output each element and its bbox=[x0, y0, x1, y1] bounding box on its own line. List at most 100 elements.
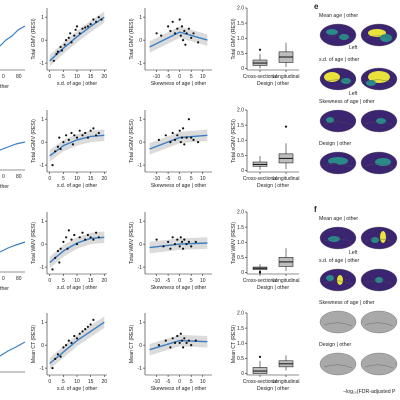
cropped-xlabel: ther bbox=[0, 84, 9, 90]
data-point bbox=[95, 134, 98, 137]
x-axis-label: Design | other bbox=[257, 285, 289, 291]
data-point bbox=[81, 134, 84, 137]
x-tick-label: -10 bbox=[153, 278, 160, 284]
data-point bbox=[162, 245, 165, 248]
data-point bbox=[180, 240, 184, 243]
data-point bbox=[78, 32, 81, 35]
data-point bbox=[179, 332, 182, 335]
data-point bbox=[171, 236, 174, 239]
data-point bbox=[59, 355, 62, 358]
cropped-tick: 0 bbox=[2, 174, 5, 180]
data-point bbox=[183, 29, 186, 33]
brain-title: Design | other bbox=[319, 141, 351, 147]
data-point bbox=[190, 344, 193, 347]
y-tick-label: 0.5 bbox=[237, 153, 244, 159]
panel-letter-f: f bbox=[314, 205, 317, 214]
data-point bbox=[81, 27, 84, 30]
brain-surface bbox=[319, 23, 357, 47]
data-point bbox=[67, 36, 70, 40]
brain-sulcus bbox=[323, 79, 353, 84]
data-point bbox=[51, 268, 54, 271]
x-tick-label: 0 bbox=[178, 176, 181, 182]
brain-title: Mean age | other bbox=[319, 13, 358, 19]
data-point bbox=[178, 18, 181, 21]
fit-line bbox=[149, 134, 208, 150]
x-tick-label: -10 bbox=[153, 379, 160, 385]
data-point bbox=[75, 337, 79, 340]
x-tick-label: 20 bbox=[101, 278, 107, 284]
x-tick-label: Longitudinal bbox=[273, 176, 300, 182]
brain-sulcus bbox=[323, 35, 353, 40]
x-tick-label: 10 bbox=[200, 379, 206, 385]
y-axis-label: Total WMV (RESI) bbox=[31, 222, 37, 264]
brain-activation bbox=[326, 275, 334, 281]
y-tick-label: 1.5 bbox=[237, 225, 244, 231]
data-point bbox=[176, 238, 179, 241]
data-point bbox=[67, 339, 70, 342]
chart-panel-sgmv-1: Total sGMV (RESI) 10-10 5 10 15 20s.d. of age… bbox=[31, 110, 107, 189]
data-point bbox=[173, 341, 177, 344]
brain-title: Design | other bbox=[319, 342, 351, 348]
data-point bbox=[171, 20, 174, 23]
x-tick-label: 15 bbox=[88, 176, 94, 182]
brain-map-f-skew-lateral bbox=[319, 310, 357, 334]
data-point bbox=[197, 41, 200, 44]
brain-map-e-design-medial bbox=[360, 151, 398, 175]
y-tick-label: 0.5 bbox=[237, 255, 244, 261]
data-point bbox=[100, 18, 103, 21]
box-outlier bbox=[258, 48, 262, 51]
data-point bbox=[86, 233, 89, 237]
data-point bbox=[92, 318, 95, 321]
y-tick-label: 1.0 bbox=[237, 341, 244, 347]
x-tick-label: 5 bbox=[190, 176, 193, 182]
fit-line bbox=[149, 242, 208, 249]
data-point bbox=[92, 18, 95, 21]
x-tick-label: Longitudinal bbox=[273, 379, 300, 385]
data-point bbox=[78, 236, 81, 239]
confidence-band bbox=[149, 26, 208, 53]
brain-activation bbox=[375, 277, 383, 283]
x-tick-label: 5 bbox=[62, 176, 65, 182]
data-point bbox=[178, 129, 181, 132]
data-point bbox=[164, 339, 167, 342]
data-point bbox=[60, 49, 64, 52]
data-point bbox=[59, 147, 62, 151]
data-point bbox=[173, 32, 177, 35]
data-point bbox=[73, 134, 76, 137]
y-axis-label: Mean CT (RESI) bbox=[129, 325, 135, 364]
y-tick-label: 2.0 bbox=[237, 108, 244, 114]
data-point bbox=[169, 29, 172, 33]
data-point bbox=[182, 127, 185, 130]
data-point bbox=[171, 337, 174, 340]
x-tick-label: -10 bbox=[153, 176, 160, 182]
y-axis-label: Total GMV (RESI) bbox=[31, 18, 37, 59]
data-point bbox=[59, 247, 62, 250]
brain-map-f-skew-medial bbox=[360, 310, 398, 334]
x-tick-label: -5 bbox=[166, 74, 171, 80]
y-tick-label: 2.0 bbox=[237, 210, 244, 216]
data-point bbox=[182, 247, 185, 250]
x-axis-label: s.d. of age | other bbox=[57, 81, 98, 87]
data-point bbox=[84, 328, 87, 331]
data-point bbox=[169, 346, 172, 349]
data-point bbox=[70, 341, 73, 344]
brain-surface bbox=[360, 352, 398, 376]
data-point bbox=[84, 238, 87, 241]
x-tick-label: 5 bbox=[62, 278, 65, 284]
brain-map-e-sd-lateral bbox=[319, 67, 357, 91]
data-point bbox=[169, 141, 172, 144]
fit-line bbox=[49, 16, 105, 62]
brain-sulcus bbox=[323, 280, 353, 285]
data-point bbox=[97, 16, 100, 19]
data-point bbox=[183, 143, 186, 146]
data-point bbox=[179, 141, 182, 144]
data-point bbox=[78, 332, 81, 335]
data-point bbox=[155, 32, 158, 35]
x-tick-label: Cross-sectional bbox=[243, 176, 277, 182]
data-point bbox=[69, 32, 72, 35]
data-point bbox=[92, 238, 95, 241]
y-tick-label: -1 bbox=[40, 163, 45, 169]
x-tick-label: -5 bbox=[166, 379, 171, 385]
